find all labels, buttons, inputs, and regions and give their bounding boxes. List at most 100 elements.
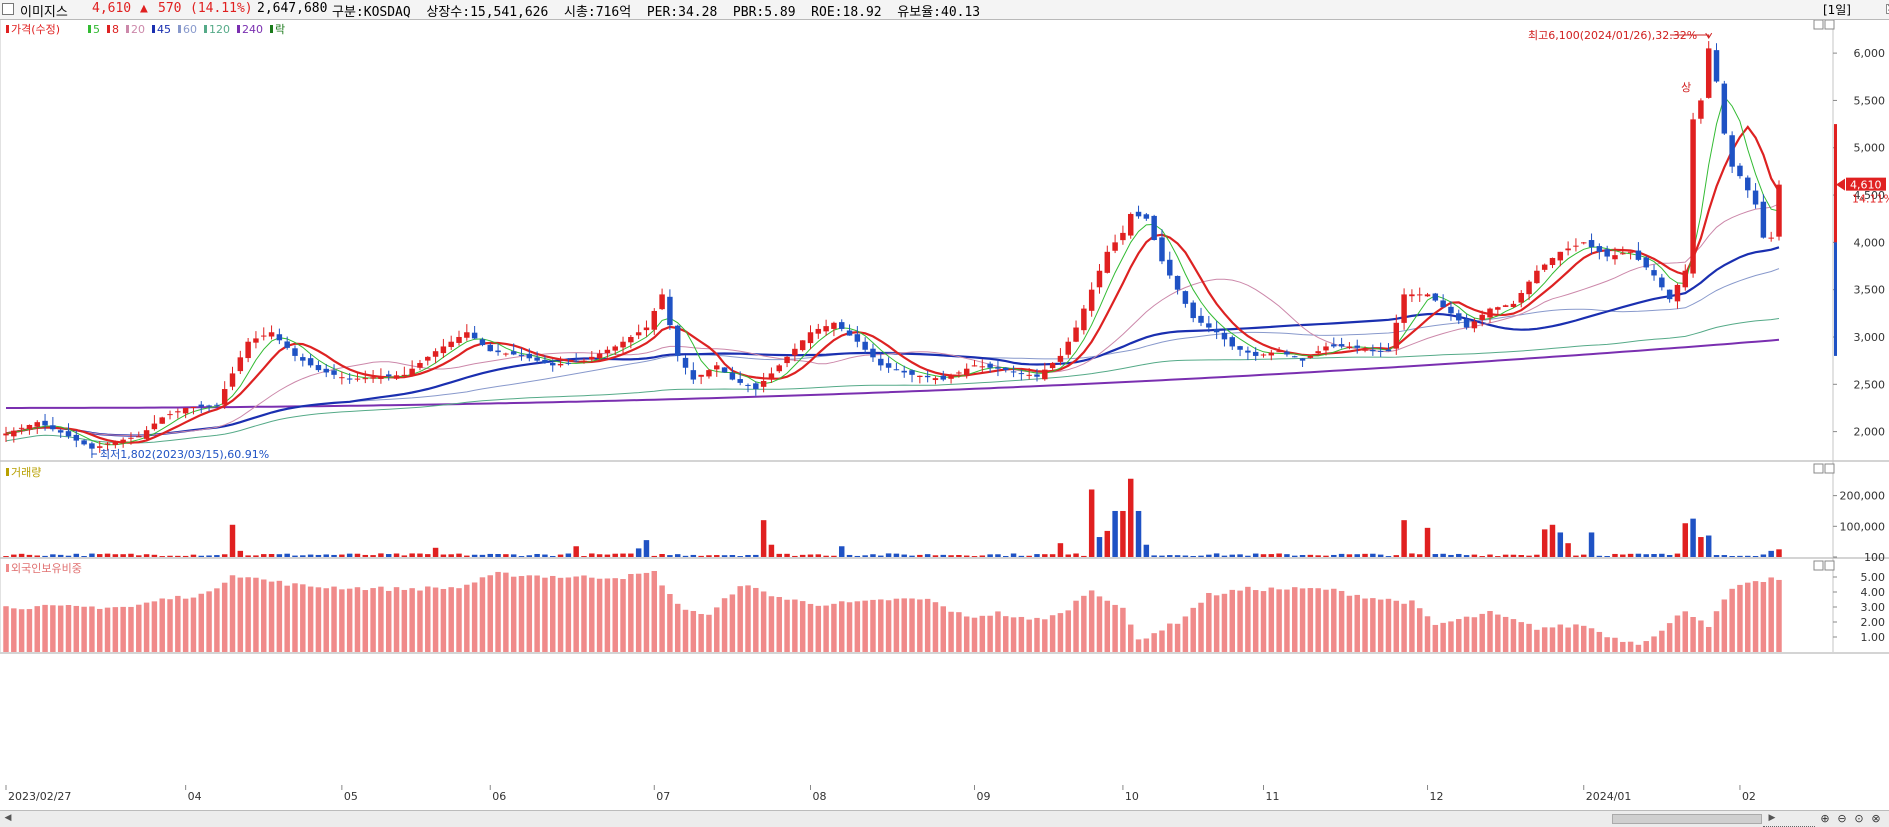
volume-bar (901, 554, 907, 557)
candle-body (870, 348, 876, 358)
volume-bar (1495, 556, 1501, 557)
ma-legend-swatch (204, 25, 207, 33)
price-y-tick: 5,000 (1854, 142, 1886, 155)
volume-bar (846, 554, 853, 557)
candle-body (768, 373, 775, 379)
zoom-reset-icon[interactable]: ⊙ (1854, 812, 1864, 825)
zoom-slider-icon[interactable] (1763, 812, 1815, 827)
volume-bar (1705, 535, 1712, 557)
x-tick-label: 04 (188, 790, 202, 803)
volume-bar (1190, 555, 1196, 557)
volume-bar (175, 555, 181, 557)
foreign-ratio-bar (1752, 581, 1759, 652)
selector-checkbox[interactable] (2, 3, 14, 15)
volume-bar (307, 554, 314, 557)
volume-bar (1331, 554, 1337, 557)
foreign-ratio-bar (862, 600, 868, 652)
foreign-ratio-bar (237, 577, 244, 652)
candle-body (1705, 48, 1712, 98)
volume-bar (1127, 478, 1134, 557)
foreign-ratio-bar (42, 604, 48, 652)
foreign-ratio-bar (1385, 598, 1392, 652)
chart-scrollbar[interactable]: ◀ ▶ ⊕ ⊖ ⊙ ⊗ (0, 810, 1889, 827)
volume-bar (300, 555, 306, 557)
foreign-ratio-bar (901, 598, 907, 652)
candle-body (667, 296, 673, 326)
volume-bar (729, 555, 736, 557)
candle-body (1299, 358, 1306, 361)
volume-bar (1737, 555, 1743, 557)
foreign-ratio-bar (1010, 617, 1017, 652)
foreign-ratio-bar (471, 582, 478, 652)
scroll-thumb[interactable] (1612, 814, 1762, 824)
foreign-ratio-bar (620, 579, 626, 652)
volume-bar (292, 555, 298, 557)
volume-bar (354, 553, 361, 557)
volume-panel-close-icon[interactable] (1824, 463, 1835, 474)
stock-fundamentals: 구분:KOSDAQ 상장수:15,541,626 시총:716억 PER:34.… (332, 5, 981, 20)
stock-chart[interactable]: 6,000 5,500 5,000 4,500 4,000 3,500 3,000 2,500… (0, 20, 1889, 810)
candle-body (440, 346, 447, 354)
foreign-ratio-bar (526, 575, 533, 652)
price-panel-restore-icon[interactable] (1813, 20, 1824, 30)
candle-body (1752, 190, 1759, 205)
volume-bar (1229, 554, 1235, 557)
candle-body (1729, 135, 1735, 167)
volume-bar (1534, 554, 1540, 557)
zoom-out-icon[interactable]: ⊖ (1837, 812, 1847, 825)
candle-body (1049, 363, 1056, 369)
zoom-fit-icon[interactable]: ⊗ (1871, 812, 1881, 825)
candle-body (1690, 119, 1696, 274)
foreign-ratio-bar (737, 586, 743, 652)
price-legend: 가격(수정) 5 8 20 45 60 120 240 락 (6, 23, 285, 36)
volume-bar (1065, 554, 1071, 557)
close-icon[interactable]: × (1886, 2, 1889, 15)
candle-body (1659, 277, 1665, 288)
candle-body (1354, 345, 1360, 348)
candle-body (1190, 302, 1196, 319)
candle-body (128, 437, 134, 439)
foreign-ratio-bar (1088, 590, 1095, 652)
foreign-ratio-bar (354, 587, 361, 652)
foreign-ratio-bar (690, 610, 697, 652)
zoom-in-icon[interactable]: ⊕ (1820, 812, 1830, 825)
period-selector[interactable]: [1일] (1822, 3, 1851, 17)
candle-body (1627, 251, 1634, 253)
candle-body (979, 366, 986, 368)
foreign-ratio-bar (1354, 594, 1360, 652)
foreign-ratio-bar (1034, 617, 1040, 652)
volume-bar (1729, 555, 1735, 557)
candle-body (1401, 294, 1407, 323)
foreign-ratio-bar (1487, 611, 1493, 652)
candle-body (339, 377, 345, 379)
candle-body (89, 443, 95, 449)
foreign-panel-restore-icon[interactable] (1813, 560, 1824, 571)
foreign-panel-close-icon[interactable] (1824, 560, 1835, 571)
candle-body (34, 422, 40, 427)
volume-bar (1721, 555, 1728, 557)
candle-body (206, 405, 212, 407)
foreign-ratio-bar (643, 572, 650, 652)
foreign-ratio-bar (987, 615, 993, 652)
volume-panel-restore-icon[interactable] (1813, 463, 1824, 474)
foreign-ratio-bar (1596, 631, 1603, 652)
price-panel-close-icon[interactable] (1824, 20, 1835, 30)
foreign-ratio-bar (50, 605, 56, 652)
scroll-right-icon[interactable]: ▶ (1768, 813, 1776, 823)
foreign-ratio-bar (323, 588, 329, 652)
volume-bar (1096, 537, 1103, 557)
stock-name[interactable]: 이미지스 (20, 5, 68, 20)
ma-legend-label: 120 (209, 23, 230, 36)
foreign-ratio-bar (1729, 588, 1735, 652)
scroll-left-icon[interactable]: ◀ (4, 813, 12, 823)
foreign-ratio-bar (1643, 641, 1649, 652)
candle-body (807, 332, 814, 344)
foreign-ratio-bar (261, 579, 267, 652)
candle-body (776, 365, 782, 372)
volume-bar (1752, 555, 1759, 557)
foreign-ratio-bar (1620, 641, 1626, 652)
candle-body (1081, 308, 1087, 331)
candle-body (354, 378, 361, 380)
candle-body (1003, 367, 1009, 371)
candle-body (1510, 303, 1517, 307)
